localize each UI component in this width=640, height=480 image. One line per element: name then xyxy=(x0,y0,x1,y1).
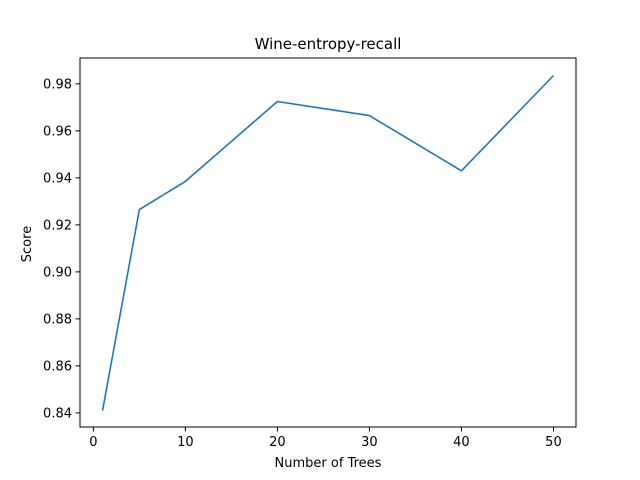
y-axis-label: Score xyxy=(20,226,35,262)
series-line xyxy=(101,75,555,411)
tick-group: 0 10 20 30 40 50 0.84 0.86 0.88 0.90 0.92 0.94 0.96 0… xyxy=(43,77,562,450)
y-tick-label: 0.84 xyxy=(43,406,72,421)
x-tick-label: 50 xyxy=(545,435,562,450)
series-group xyxy=(101,75,555,411)
x-tick-label: 30 xyxy=(361,435,378,450)
x-tick-label: 10 xyxy=(177,435,194,450)
x-tick-label: 0 xyxy=(89,435,97,450)
x-tick-label: 20 xyxy=(269,435,286,450)
y-tick-label: 0.92 xyxy=(43,218,72,233)
y-tick-label: 0.88 xyxy=(43,312,72,327)
y-tick-label: 0.90 xyxy=(43,265,72,280)
y-tick-label: 0.96 xyxy=(43,124,72,139)
y-tick-label: 0.94 xyxy=(43,171,72,186)
y-tick-label: 0.98 xyxy=(43,77,72,92)
chart-title: Wine-entropy-recall xyxy=(255,35,402,53)
y-tick-label: 0.86 xyxy=(43,359,72,374)
plot-frame xyxy=(79,57,577,428)
x-tick-label: 40 xyxy=(453,435,470,450)
x-axis-label: Number of Trees xyxy=(275,456,382,471)
